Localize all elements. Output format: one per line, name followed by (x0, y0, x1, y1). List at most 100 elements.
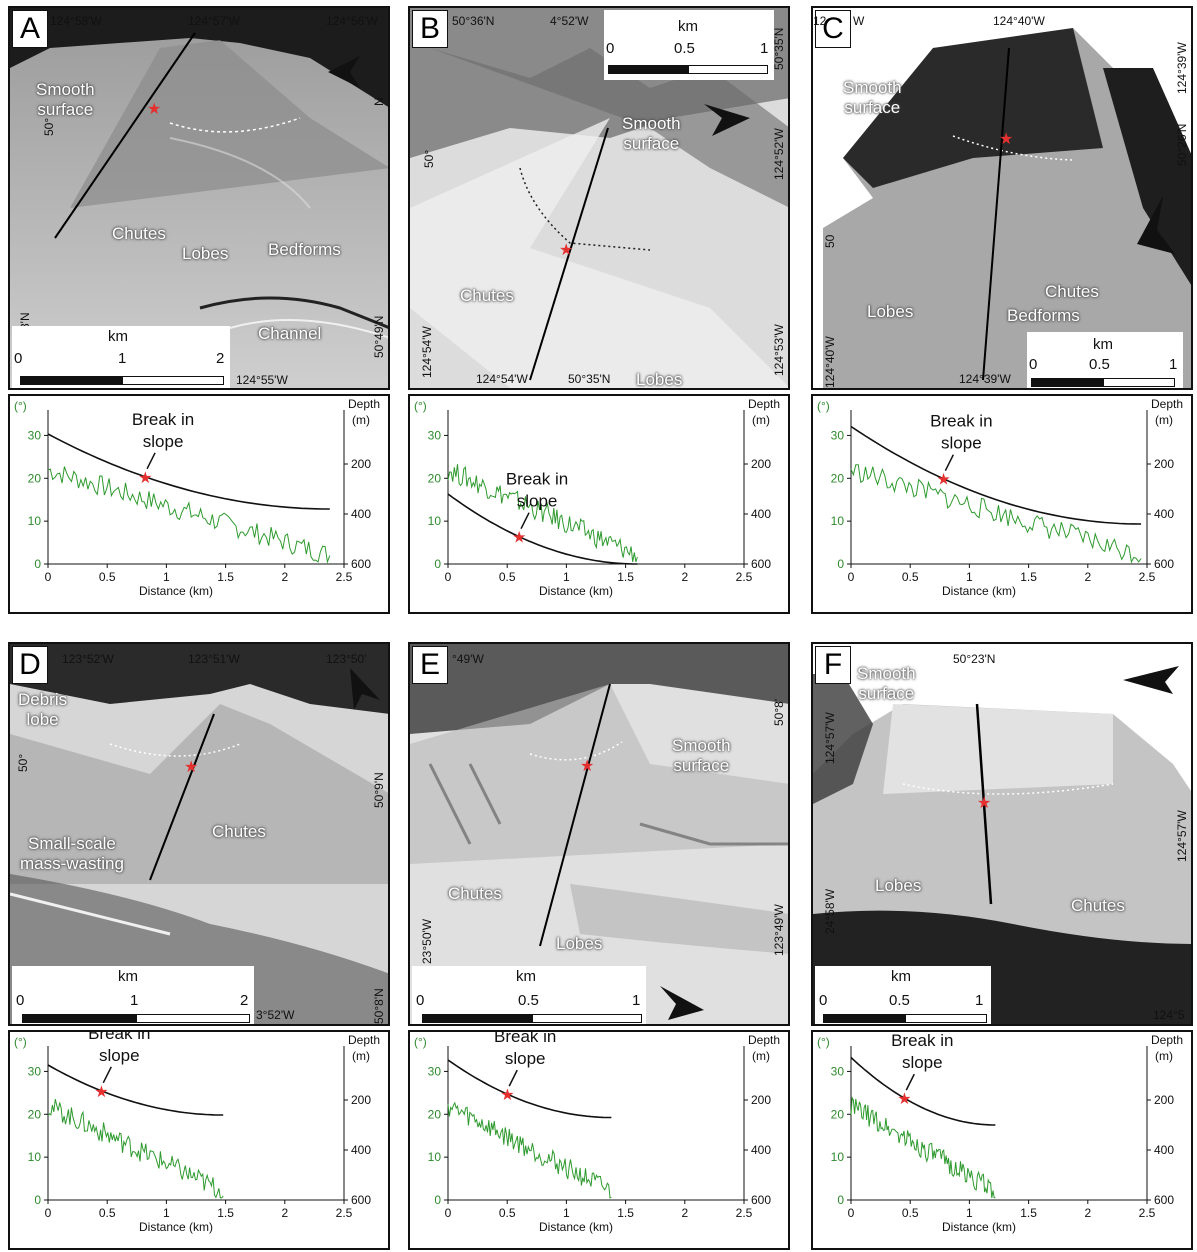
coord-label: 50°49'N (372, 315, 386, 358)
label-chutes: Chutes (112, 224, 166, 243)
x-tick-label: 2.5 (1139, 1206, 1156, 1220)
scale-tick: 0 (14, 350, 23, 367)
slope-unit: (°) (817, 399, 830, 413)
coord-label: 124°58'W (50, 14, 102, 28)
profile-plot: 0 0.5 1 1.5 2 2.5 0 10 20 30 200 400 600 (°) Depth (m) D… (414, 397, 780, 598)
profile-b: 0 0.5 1 1.5 2 2.5 0 10 20 30 200 400 600 (°) Depth (m) D… (408, 394, 790, 614)
north-arrow-icon (660, 986, 704, 1020)
depth-unit: (m) (352, 413, 370, 427)
relief-map-c: ★ (813, 8, 1191, 388)
break-marker-icon: ★ (500, 1087, 514, 1104)
x-tick-label: 1.5 (617, 1206, 634, 1220)
scale-tick: 1 (975, 992, 984, 1009)
slope-tick-label: 0 (434, 1193, 441, 1207)
profile-d: 0 0.5 1 1.5 2 2.5 0 10 20 30 200 400 600 (°) Depth (m) D… (8, 1030, 390, 1250)
slope-tick-label: 20 (831, 1107, 845, 1121)
label-bedforms: Bedforms (1007, 306, 1080, 325)
slope-tick-label: 20 (428, 1107, 442, 1121)
break-label: Break in (930, 412, 992, 431)
scale-tick: 1 (1169, 356, 1178, 373)
depth-unit: (m) (1155, 1049, 1173, 1063)
map-c: ★ C 12 W 124°40'W 124°39'W 50°26'N 50 12… (811, 6, 1193, 390)
depth-title: Depth (748, 397, 780, 411)
x-tick-label: 0 (848, 1206, 855, 1220)
label-debris-lobe: Debris lobe (18, 690, 68, 729)
slope-tick-label: 0 (837, 557, 844, 571)
coord-label: 24°58'W (823, 888, 837, 934)
coord-label: 123°52'W (62, 652, 114, 666)
scale-tick: 2 (240, 992, 249, 1009)
coord-label: 50°23'N (953, 652, 996, 666)
svg-text:★: ★ (559, 242, 573, 259)
slope-profile-line (447, 1101, 612, 1199)
slope-unit: (°) (414, 399, 427, 413)
svg-text:★: ★ (977, 795, 991, 812)
break-marker-icon: ★ (138, 470, 152, 487)
depth-profile-line (850, 425, 1142, 525)
panel-letter: D (12, 646, 48, 684)
map-d: ★ D 123°52'W 123°51'W 123°50' 50° 50°9'N… (8, 642, 390, 1026)
scale-unit: km (1093, 336, 1113, 353)
depth-tick-label: 400 (751, 507, 771, 521)
break-label: slope (505, 1049, 546, 1068)
scale-unit: km (678, 18, 698, 35)
x-tick-label: 2.5 (336, 570, 353, 584)
profile-c: 0 0.5 1 1.5 2 2.5 0 10 20 30 200 400 600 (°) Depth (m) D… (811, 394, 1193, 614)
scale-tick: 0.5 (674, 40, 695, 57)
scale-bar: km 0 0.5 1 (1027, 332, 1183, 388)
slope-tick-label: 30 (428, 428, 442, 442)
break-label: Break in (88, 1032, 150, 1043)
break-label: Break in (494, 1032, 556, 1046)
depth-unit: (m) (352, 1049, 370, 1063)
svg-text:★: ★ (999, 131, 1013, 148)
coord-label: 3°52'W (256, 1008, 295, 1022)
scale-tick: 0.5 (518, 992, 539, 1009)
svg-text:★: ★ (147, 101, 161, 118)
x-tick-label: 2.5 (736, 570, 753, 584)
x-tick-label: 1 (966, 1206, 973, 1220)
x-tick-label: 0.5 (499, 1206, 516, 1220)
label-smooth-surface: Smooth surface (36, 80, 95, 119)
x-tick-label: 2 (1084, 1206, 1091, 1220)
x-tick-label: 2.5 (336, 1206, 353, 1220)
coord-label: 124°57'W (1175, 810, 1189, 862)
break-label: Break in (132, 410, 194, 429)
label-chutes: Chutes (212, 822, 266, 841)
depth-unit: (m) (752, 1049, 770, 1063)
north-arrow-icon (350, 668, 380, 710)
coord-label: 124°5 (1153, 1008, 1185, 1022)
coord-label: 124°57'W (823, 712, 837, 764)
label-chutes: Chutes (448, 884, 502, 903)
label-chutes: Chutes (460, 286, 514, 305)
depth-tick-label: 400 (351, 507, 371, 521)
break-marker-icon: ★ (936, 472, 950, 489)
depth-title: Depth (348, 397, 380, 411)
slope-tick-label: 10 (28, 514, 42, 528)
depth-tick-label: 600 (351, 1193, 371, 1207)
slope-profile-line (850, 464, 1142, 564)
x-tick-label: 1.5 (1020, 1206, 1037, 1220)
coord-label: 50° (422, 149, 436, 168)
depth-profile-line (47, 1064, 224, 1116)
profile-plot: 0 0.5 1 1.5 2 2.5 0 10 20 30 200 400 600 (°) Depth (m) D… (14, 397, 380, 598)
slope-profile-line (850, 1096, 996, 1199)
panel-letter: A (12, 10, 48, 48)
map-a: ★ A 124°58'W 124°57'W 124°56'W 50° 124°5… (8, 6, 390, 390)
depth-tick-label: 200 (351, 457, 371, 471)
coord-label: 50 (823, 234, 837, 248)
slope-tick-label: 30 (28, 428, 42, 442)
scale-tick: 0 (1029, 356, 1038, 373)
scale-unit: km (118, 968, 138, 985)
coord-label: W (853, 14, 865, 28)
slope-tick-label: 0 (34, 557, 41, 571)
coord-label: 124°55'W (236, 373, 288, 387)
break-arrow (146, 452, 156, 470)
x-tick-label: 1 (563, 570, 570, 584)
scale-tick: 0.5 (889, 992, 910, 1009)
x-axis-label: Distance (km) (139, 584, 213, 598)
coord-label: 12 (813, 14, 827, 28)
x-tick-label: 0 (445, 570, 452, 584)
scale-tick: 0.5 (1089, 356, 1110, 373)
scale-unit: km (516, 968, 536, 985)
depth-tick-label: 200 (351, 1093, 371, 1107)
